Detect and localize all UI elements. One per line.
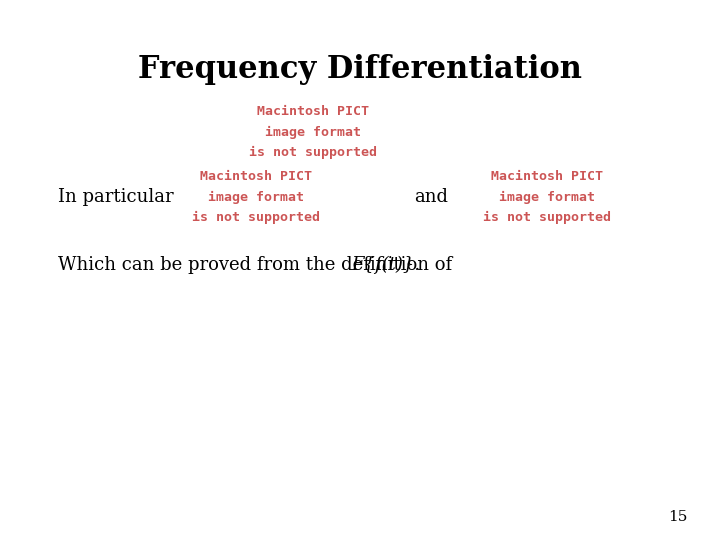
Text: Macintosh PICT: Macintosh PICT <box>491 170 603 183</box>
Text: Macintosh PICT: Macintosh PICT <box>199 170 312 183</box>
Text: and: and <box>414 188 448 206</box>
Text: is not supported: is not supported <box>192 211 320 224</box>
Text: F{f(t)}.: F{f(t)}. <box>351 255 421 274</box>
Text: is not supported: is not supported <box>483 211 611 224</box>
Text: 15: 15 <box>668 510 688 524</box>
Text: image format: image format <box>207 191 304 204</box>
Text: image format: image format <box>265 126 361 139</box>
Text: is not supported: is not supported <box>249 146 377 159</box>
Text: Macintosh PICT: Macintosh PICT <box>257 105 369 118</box>
Text: Frequency Differentiation: Frequency Differentiation <box>138 54 582 85</box>
Text: image format: image format <box>499 191 595 204</box>
Text: Which can be proved from the definition of: Which can be proved from the definition … <box>58 255 457 274</box>
Text: In particular: In particular <box>58 188 174 206</box>
